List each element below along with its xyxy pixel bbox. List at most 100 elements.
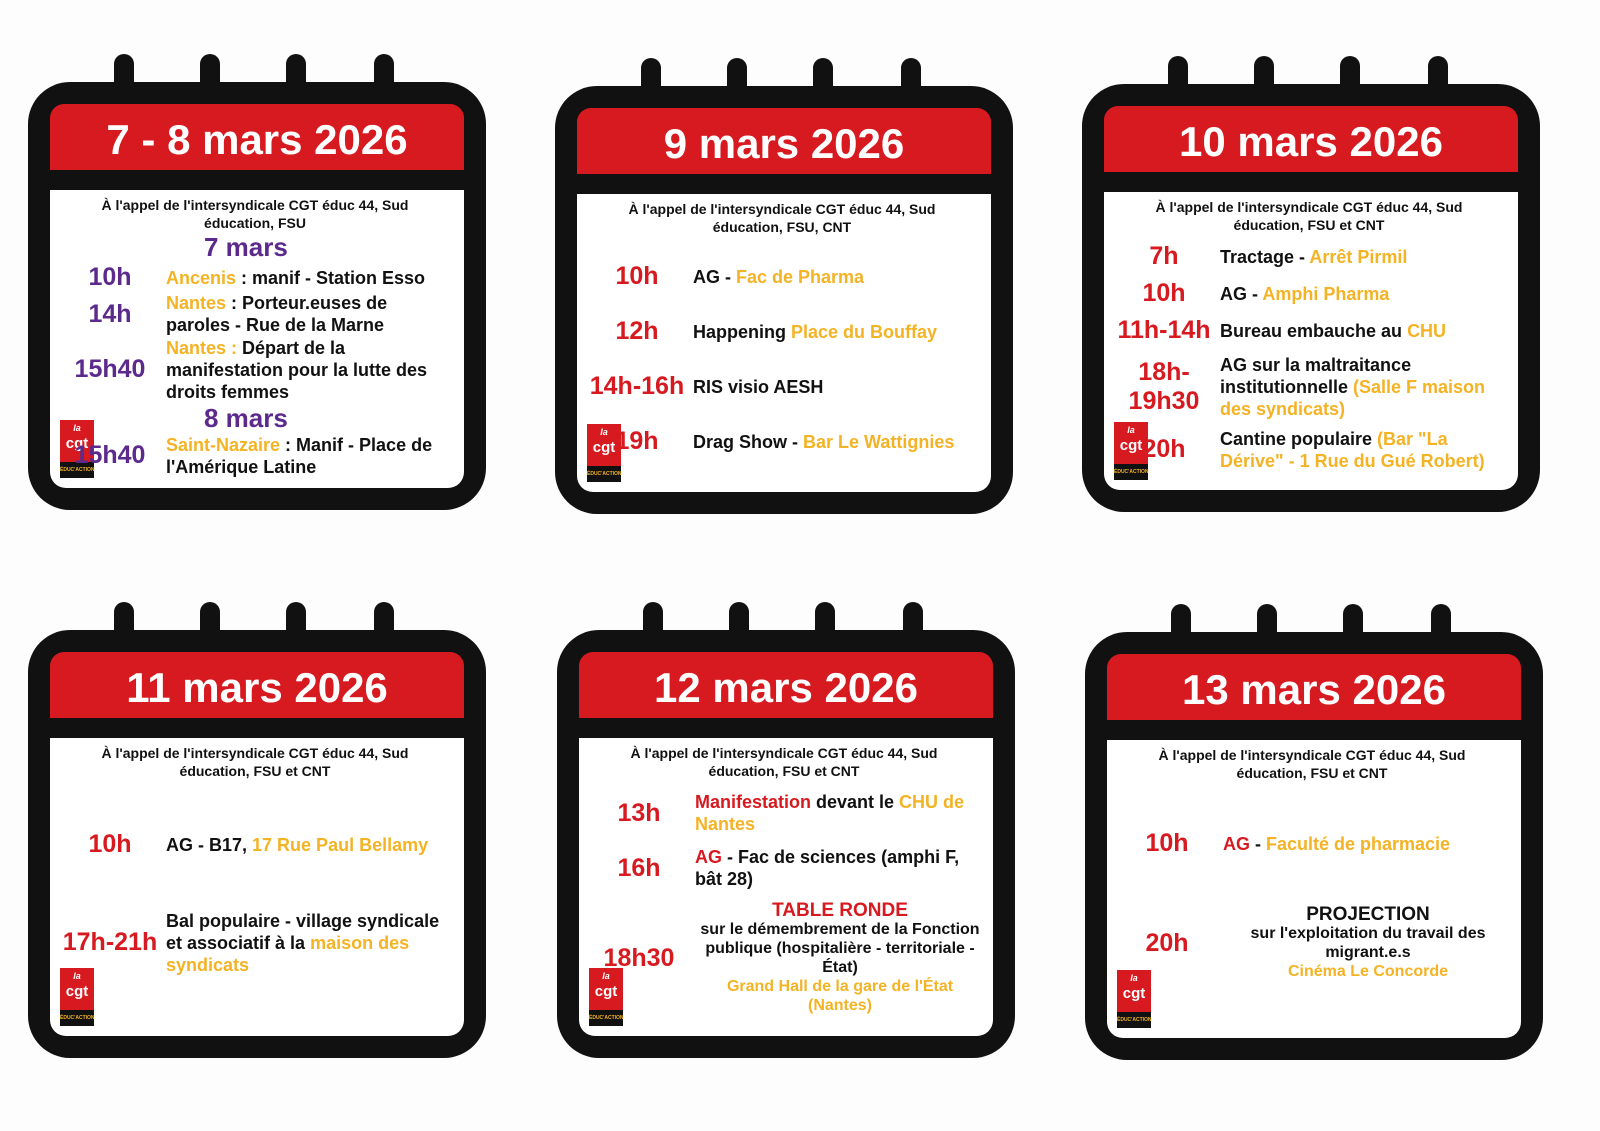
text-segment: AG - bbox=[1220, 283, 1263, 304]
text-segment: : manif - Station Esso bbox=[236, 267, 426, 288]
logo-top: la bbox=[602, 971, 610, 981]
appeal-note: À l'appel de l'intersyndicale CGT éduc 4… bbox=[101, 197, 409, 231]
binder-ring bbox=[729, 602, 749, 658]
event: 14h Nantes : Porteur.euses de paroles - R… bbox=[54, 292, 456, 336]
event-text: RIS visio AESH bbox=[693, 376, 983, 398]
binder-ring bbox=[641, 58, 661, 114]
event-text: AG sur la maltraitance institutionnelle … bbox=[1220, 354, 1510, 420]
logo-bottom: ÉDUC'ACTION bbox=[589, 1010, 624, 1026]
event: 7h Tractage - Arrêt Pirmil bbox=[1108, 242, 1510, 271]
binder-ring bbox=[114, 602, 134, 658]
binder-ring bbox=[200, 602, 220, 658]
text-segment: maison des syndicats bbox=[166, 932, 410, 975]
card-body: À l'appel de l'intersyndicale CGT éduc 4… bbox=[1104, 192, 1518, 490]
logo-top: la bbox=[73, 971, 81, 981]
binder-ring bbox=[901, 58, 921, 114]
event-time: 17h-21h bbox=[62, 928, 158, 957]
text-segment: Place du Bouffay bbox=[791, 321, 938, 342]
event-text: AG - B17, 17 Rue Paul Bellamy bbox=[166, 834, 456, 856]
binder-ring bbox=[815, 602, 835, 658]
text-segment: Amphi Pharma bbox=[1262, 283, 1390, 304]
event: 20h Cantine populaire (Bar "La Dérive" - … bbox=[1108, 428, 1510, 472]
logo-top: la bbox=[600, 427, 608, 437]
logo-bottom: ÉDUC'ACTION bbox=[60, 1010, 95, 1026]
event: 10h Ancenis : manif - Station Esso bbox=[54, 263, 456, 292]
binder-ring bbox=[727, 58, 747, 114]
event-text: Manifestation devant le CHU de Nantes bbox=[695, 791, 985, 835]
binder-ring bbox=[1171, 604, 1191, 660]
event-text: PROJECTION sur l'exploitation du travail … bbox=[1223, 905, 1513, 981]
text-segment: CHU bbox=[1407, 320, 1447, 341]
event: 15h40 Saint-Nazaire : Manif - Place de l'… bbox=[54, 434, 456, 478]
calendar-card: 12 mars 2026 À l'appel de l'intersyndical… bbox=[557, 602, 1015, 1058]
event-time: 20h bbox=[1142, 435, 1186, 464]
calendar-card: 10 mars 2026 À l'appel de l'intersyndical… bbox=[1082, 56, 1540, 512]
event: 18h-19h30 AG sur la maltraitance institut… bbox=[1108, 354, 1510, 420]
event-text: AG - Fac de Pharma bbox=[693, 266, 983, 288]
card-title: 7 - 8 mars 2026 bbox=[50, 104, 464, 170]
logo-bottom: ÉDUC'ACTION bbox=[60, 462, 95, 478]
calendar-card: 13 mars 2026 À l'appel de l'intersyndical… bbox=[1085, 604, 1543, 1060]
calendar-card: 11 mars 2026 À l'appel de l'intersyndical… bbox=[28, 602, 486, 1058]
text-segment: Départ de la manifestation pour la lutte… bbox=[166, 337, 428, 402]
card-body: À l'appel de l'intersyndicale CGT éduc 4… bbox=[579, 738, 993, 1036]
event: 10h AG - B17, 17 Rue Paul Bellamy bbox=[54, 830, 456, 859]
cgt-logo: la cgt ÉDUC'ACTION bbox=[589, 968, 624, 1026]
text-segment: Nantes bbox=[166, 293, 227, 314]
event-list: 10h AG - Faculté de pharmacie 20h PROJECTIO… bbox=[1111, 782, 1513, 1028]
event: 18h30 TABLE RONDE sur le démembrement de l… bbox=[583, 901, 985, 1015]
binder-ring bbox=[1168, 56, 1188, 112]
appeal-note: À l'appel de l'intersyndicale CGT éduc 4… bbox=[628, 201, 936, 235]
text-segment: Drag Show - bbox=[693, 431, 804, 452]
logo-bottom: ÉDUC'ACTION bbox=[587, 466, 622, 482]
event-list: 7h Tractage - Arrêt Pirmil 10h AG - Amphi P… bbox=[1108, 234, 1510, 480]
text-segment: CHU de Nantes bbox=[695, 792, 965, 834]
event-line: Cinéma Le Concorde bbox=[1223, 962, 1513, 981]
calendar-card: 9 mars 2026 À l'appel de l'intersyndicale… bbox=[555, 58, 1013, 514]
text-segment: Nantes : bbox=[166, 337, 238, 358]
binder-ring bbox=[286, 54, 306, 110]
text-segment: AG sur la maltraitance institutionnelle bbox=[1220, 354, 1412, 397]
text-segment: Ancenis bbox=[166, 267, 237, 288]
text-segment: sur le démembrement de la Fonction publi… bbox=[700, 921, 980, 976]
text-segment: Bar Le Wattignies bbox=[803, 431, 955, 452]
event-text: TABLE RONDE sur le démembrement de la Fon… bbox=[695, 901, 985, 1015]
event: 13h Manifestation devant le CHU de Nantes bbox=[583, 791, 985, 835]
text-segment: devant le bbox=[811, 792, 900, 812]
event-time: 11h-14h bbox=[1117, 316, 1211, 345]
event-time: 7h bbox=[1149, 242, 1179, 271]
event-text: Happening Place du Bouffay bbox=[693, 321, 983, 343]
event: 12h Happening Place du Bouffay bbox=[581, 317, 983, 346]
text-segment: - Fac de sciences (amphi F, bât 28) bbox=[695, 847, 960, 889]
event: 10h AG - Amphi Pharma bbox=[1108, 279, 1510, 308]
text-segment: Happening bbox=[693, 321, 791, 342]
card-title: 10 mars 2026 bbox=[1104, 106, 1518, 172]
event: 15h40 Nantes : Départ de la manifestation… bbox=[54, 337, 456, 403]
logo-bottom: ÉDUC'ACTION bbox=[1117, 1012, 1152, 1028]
logo-main: cgt bbox=[592, 439, 616, 456]
day-heading: 8 mars bbox=[204, 402, 288, 433]
event-text: AG - Faculté de pharmacie bbox=[1223, 833, 1513, 855]
binder-ring bbox=[374, 602, 394, 658]
text-segment: Tractage - bbox=[1220, 246, 1310, 267]
card-title: 12 mars 2026 bbox=[579, 652, 993, 718]
event-time: 10h bbox=[1145, 829, 1189, 857]
appeal-note: À l'appel de l'intersyndicale CGT éduc 4… bbox=[1158, 747, 1466, 781]
event: 10h AG - Faculté de pharmacie bbox=[1111, 829, 1513, 858]
binder-ring bbox=[1257, 604, 1277, 660]
logo-main: cgt bbox=[1122, 985, 1146, 1002]
event: 19h Drag Show - Bar Le Wattignies bbox=[581, 427, 983, 456]
appeal-note: À l'appel de l'intersyndicale CGT éduc 4… bbox=[1155, 199, 1463, 233]
event: 10h AG - Fac de Pharma bbox=[581, 262, 983, 291]
text-segment: Faculté de pharmacie bbox=[1266, 833, 1451, 854]
logo-bottom: ÉDUC'ACTION bbox=[1114, 464, 1149, 480]
event-text: AG - Fac de sciences (amphi F, bât 28) bbox=[695, 846, 985, 890]
binder-ring bbox=[1340, 56, 1360, 112]
card-title: 9 mars 2026 bbox=[577, 108, 991, 174]
event-time: 18h-19h30 bbox=[1128, 357, 1200, 415]
event-text: AG - Amphi Pharma bbox=[1220, 283, 1510, 305]
text-segment: : Manif - Place de l'Amérique Latine bbox=[166, 434, 433, 477]
binder-ring bbox=[114, 54, 134, 110]
text-segment: AG - bbox=[693, 266, 736, 287]
